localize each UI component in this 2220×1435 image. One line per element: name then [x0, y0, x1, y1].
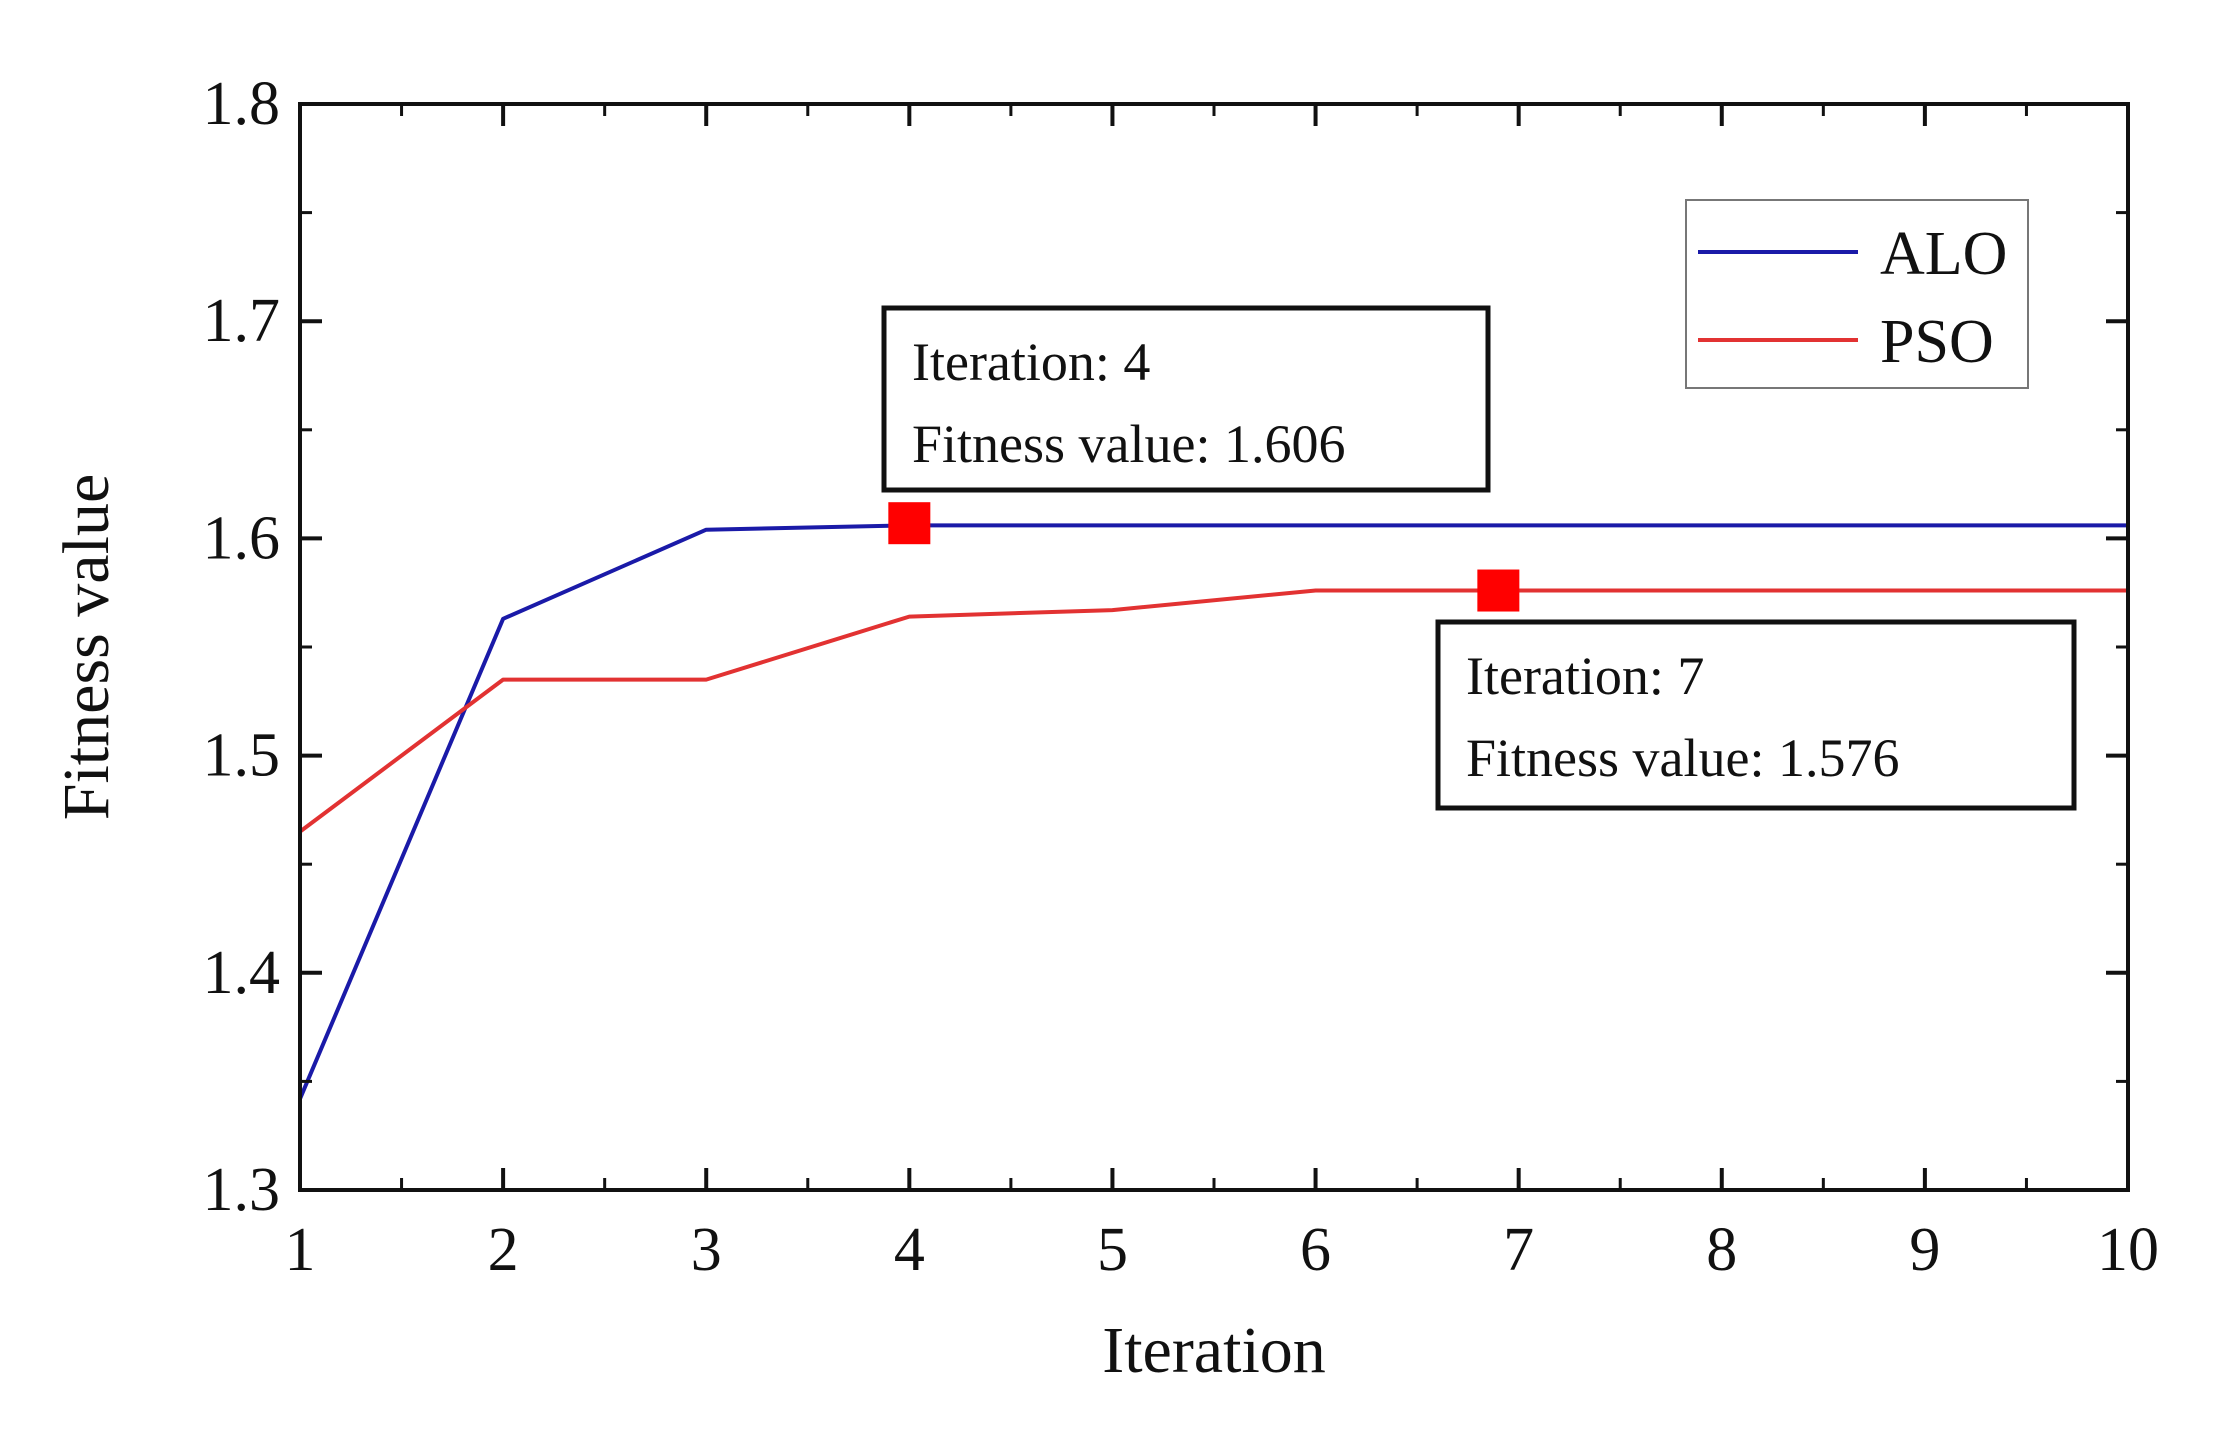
- y-tick-label: 1.8: [203, 70, 281, 138]
- point-marker-1: [888, 502, 931, 545]
- x-tick-label: 10: [2097, 1216, 2159, 1284]
- x-tick-label: 8: [1706, 1216, 1737, 1284]
- legend-label-pso: PSO: [1880, 308, 1994, 376]
- annotation-1: Iteration: 4 Fitness value: 1.606: [881, 305, 1491, 493]
- annotation-2: Iteration: 7 Fitness value: 1.576: [1435, 619, 2077, 811]
- y-tick-label: 1.6: [203, 504, 281, 572]
- plot-layer: 1 2 3 4 5 6 7 8 9 10 1.3 1.4 1.5 1.6 1.7 1.8 Iteration Fi…: [50, 70, 2159, 1387]
- legend: ALO PSO: [1685, 199, 2029, 389]
- y-tick-label: 1.7: [203, 287, 281, 355]
- x-tick-label: 9: [1909, 1216, 1940, 1284]
- x-tick-label: 4: [894, 1216, 925, 1284]
- x-tick-label: 2: [488, 1216, 519, 1284]
- annotation-line: Fitness value: 1.576: [1466, 728, 1899, 788]
- y-tick-label: 1.3: [203, 1156, 281, 1224]
- y-tick-label: 1.5: [203, 722, 281, 790]
- series-line-pso: [298, 588, 2128, 834]
- x-tick-label: 1: [285, 1216, 316, 1284]
- annotation-box: [881, 305, 1491, 493]
- y-axis-title: Fitness value: [50, 474, 123, 820]
- x-tick-label: 6: [1300, 1216, 1331, 1284]
- point-marker-2: [1477, 569, 1520, 612]
- annotation-box: [1435, 619, 2077, 811]
- legend-label-alo: ALO: [1880, 220, 2007, 288]
- annotation-line: Fitness value: 1.606: [912, 414, 1345, 474]
- annotation-line: Iteration: 7: [1466, 646, 1704, 706]
- series-line-alo: [298, 523, 2128, 1100]
- y-tick-label: 1.4: [203, 939, 281, 1007]
- x-tick-label: 7: [1503, 1216, 1534, 1284]
- annotation-line: Iteration: 4: [912, 332, 1150, 392]
- x-tick-label: 5: [1097, 1216, 1128, 1284]
- x-tick-label: 3: [691, 1216, 722, 1284]
- x-axis-title: Iteration: [1102, 1314, 1326, 1387]
- legend-box: [1685, 199, 2029, 389]
